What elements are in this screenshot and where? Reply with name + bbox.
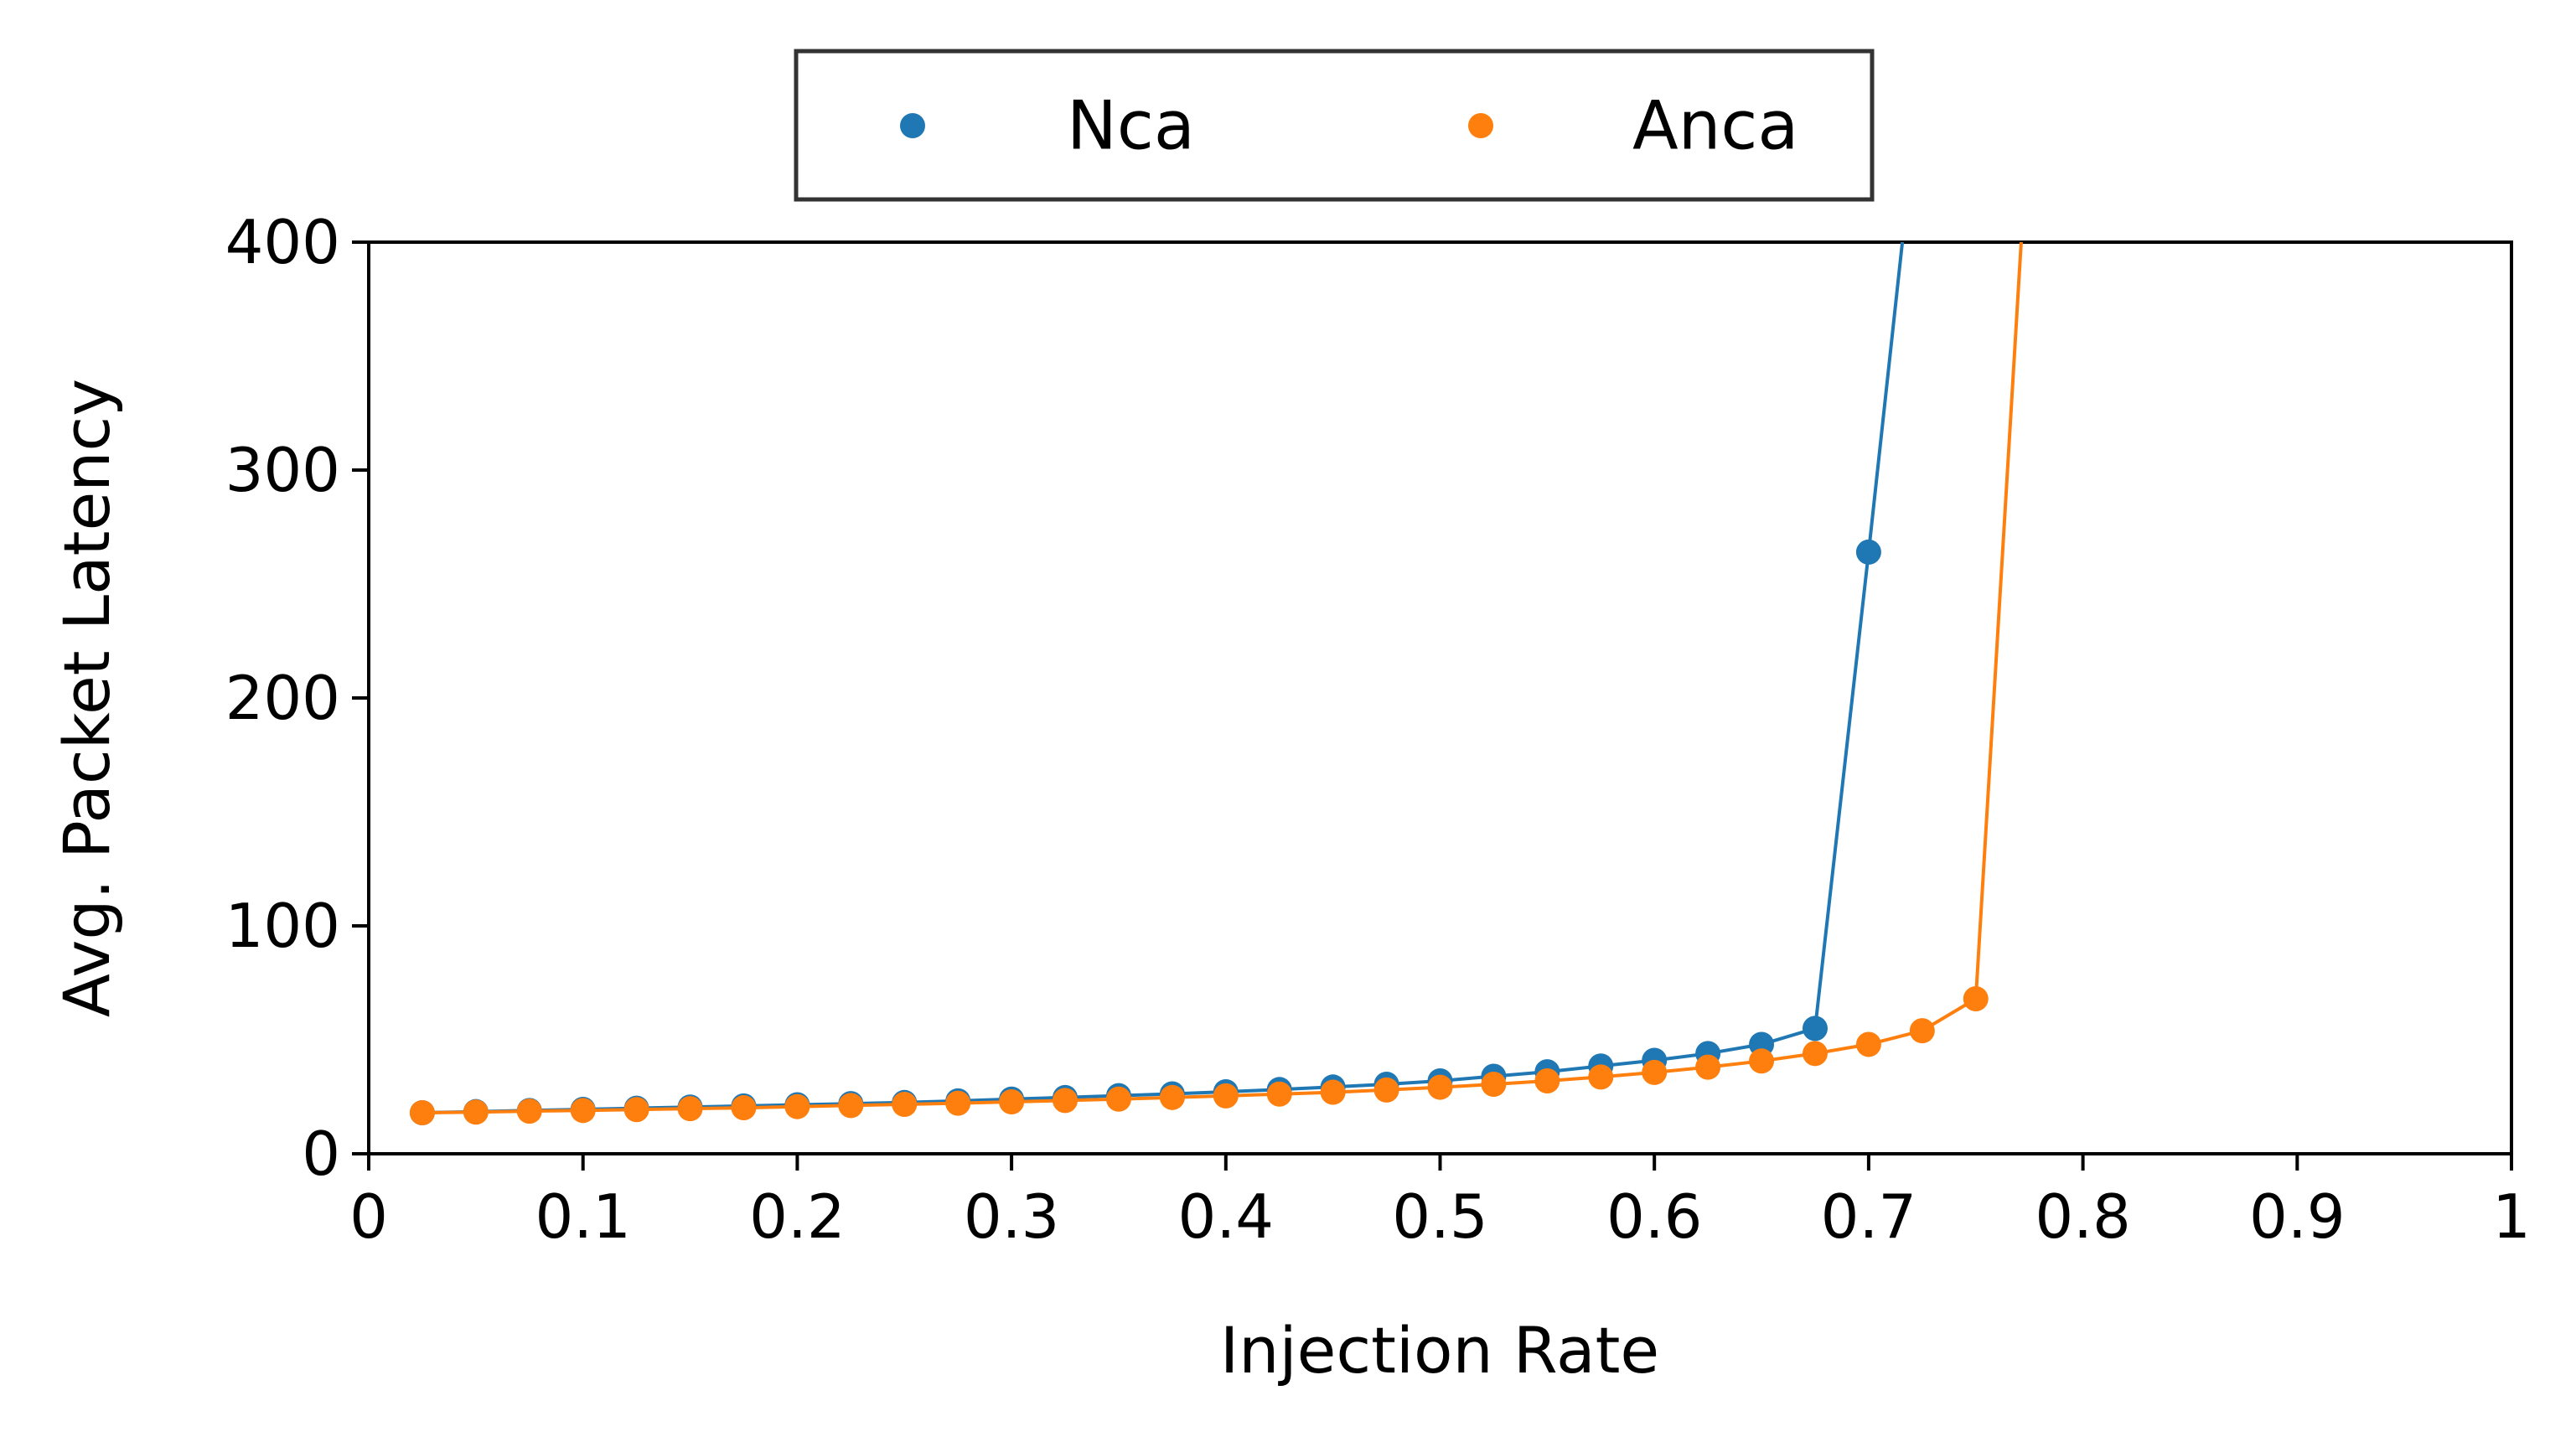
x-tick-label: 0.4 — [1178, 1181, 1275, 1252]
data-point-anca — [1481, 1072, 1507, 1098]
data-point-anca — [570, 1098, 596, 1124]
legend-frame — [794, 49, 1875, 202]
data-point-anca — [463, 1099, 489, 1125]
data-point-anca — [516, 1098, 542, 1124]
data-point-anca — [677, 1096, 703, 1122]
legend-label-anca: Anca — [1632, 87, 1798, 165]
y-axis-title: Avg. Packet Latency — [49, 379, 124, 1017]
data-point-anca — [1320, 1079, 1346, 1105]
data-point-anca — [838, 1093, 864, 1119]
data-point-anca — [1053, 1088, 1079, 1114]
data-point-anca — [1749, 1048, 1775, 1074]
data-point-nca — [1802, 1016, 1828, 1042]
x-axis-title: Injection Rate — [1220, 1313, 1659, 1388]
data-point-anca — [1695, 1054, 1721, 1080]
x-tick-label: 0.5 — [1392, 1181, 1488, 1252]
data-point-anca — [1266, 1081, 1292, 1107]
data-point-anca — [945, 1090, 971, 1116]
data-point-anca — [892, 1091, 918, 1117]
data-point-anca — [623, 1097, 649, 1123]
data-point-anca — [1534, 1067, 1560, 1093]
x-tick-label: 0.8 — [2035, 1181, 2131, 1252]
legend-label-nca: Nca — [1067, 87, 1195, 165]
data-point-anca — [1963, 986, 1989, 1012]
data-point-anca — [1802, 1041, 1828, 1067]
y-axis: 0 100 200 300 400 — [225, 207, 369, 1189]
data-point-anca — [1427, 1074, 1453, 1100]
x-tick-label: 0.1 — [535, 1181, 631, 1252]
x-tick-label: 0 — [349, 1181, 388, 1252]
x-axis: 0 0.1 0.2 0.3 0.4 0.5 0.6 0.7 0.8 0.9 1 — [349, 1154, 2531, 1252]
data-point-anca — [999, 1088, 1025, 1114]
data-point-anca — [784, 1093, 810, 1119]
data-point-anca — [1159, 1084, 1185, 1110]
y-tick-label: 0 — [302, 1119, 340, 1189]
data-point-anca — [1105, 1086, 1131, 1112]
y-tick-label: 300 — [225, 435, 340, 505]
x-tick-label: 0.3 — [964, 1181, 1060, 1252]
legend-marker-anca — [1468, 113, 1493, 138]
y-tick-label: 400 — [225, 207, 340, 277]
x-tick-label: 0.7 — [1821, 1181, 1917, 1252]
data-point-nca — [1855, 539, 1881, 565]
data-point-anca — [1642, 1059, 1668, 1085]
data-point-anca — [409, 1100, 435, 1126]
legend-marker-nca — [900, 113, 925, 138]
data-point-anca — [731, 1095, 757, 1121]
data-point-anca — [1855, 1031, 1881, 1057]
data-point-anca — [1909, 1018, 1935, 1044]
y-tick-label: 200 — [225, 663, 340, 733]
legend: Nca Anca — [794, 49, 1875, 202]
series-layer — [409, 242, 2023, 1126]
data-point-anca — [1588, 1064, 1614, 1090]
x-tick-label: 0.2 — [749, 1181, 846, 1252]
data-point-anca — [1373, 1077, 1399, 1103]
x-tick-label: 0.9 — [2249, 1181, 2346, 1252]
data-point-anca — [1213, 1083, 1239, 1109]
x-tick-label: 1 — [2492, 1181, 2531, 1252]
y-tick-label: 100 — [225, 891, 340, 961]
x-tick-label: 0.6 — [1606, 1181, 1703, 1252]
